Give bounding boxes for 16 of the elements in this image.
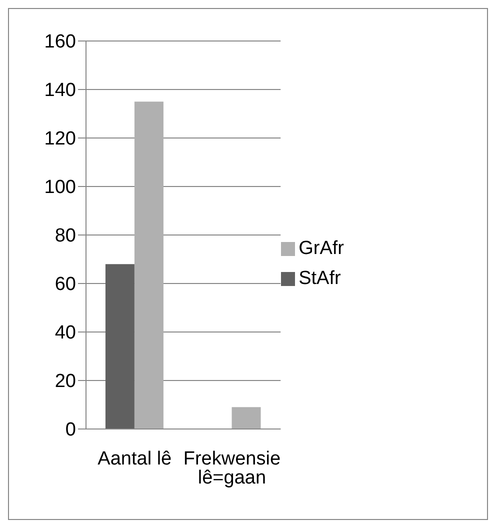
y-tick-label: 80	[54, 226, 76, 247]
bar	[232, 407, 261, 429]
bar	[134, 102, 164, 429]
y-tick-label: 160	[44, 32, 76, 53]
y-tick-label: 40	[54, 322, 76, 344]
y-tick-label: 140	[44, 80, 76, 102]
y-tick-label: 120	[44, 128, 76, 150]
y-tick-label: 20	[54, 371, 76, 392]
y-tick-label: 60	[54, 274, 76, 296]
legend-label: StAfr	[298, 268, 341, 289]
legend-label: GrAfr	[298, 238, 344, 259]
bar	[105, 264, 134, 429]
y-tick-label: 0	[65, 420, 76, 441]
x-tick-label: Frekwensie lê=gaan	[183, 448, 281, 488]
y-tick-label: 100	[44, 177, 76, 198]
x-tick-label: Aantal lê	[98, 448, 172, 470]
